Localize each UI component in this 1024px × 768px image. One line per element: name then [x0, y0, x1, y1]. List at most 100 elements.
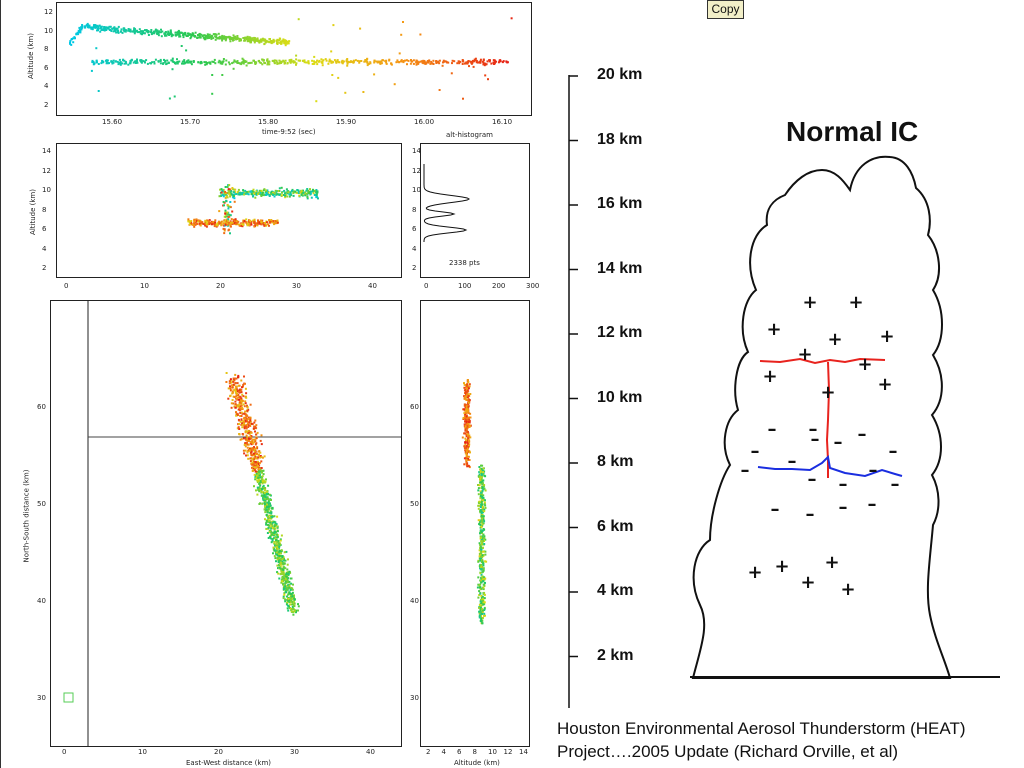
lightning-source-dot: [233, 405, 236, 408]
lightning-source-dot: [189, 33, 192, 36]
lightning-source-dot: [213, 223, 216, 226]
lightning-source-dot: [286, 598, 289, 601]
lightning-source-dot: [256, 493, 259, 496]
lightning-source-dot: [358, 60, 361, 63]
lightning-source-dot: [291, 587, 294, 590]
lightning-source-dot: [196, 222, 199, 225]
lightning-source-dot: [286, 192, 289, 195]
lightning-source-dot: [247, 62, 250, 65]
lightning-source-dot: [225, 214, 228, 217]
lightning-source-dot: [151, 32, 154, 35]
copy-button[interactable]: Copy: [707, 0, 744, 19]
lightning-source-dot: [464, 416, 466, 419]
lightning-source-dot: [278, 550, 281, 552]
lightning-source-dot: [255, 472, 258, 475]
lightning-source-dot: [271, 525, 274, 528]
lightning-source-dot: [476, 586, 479, 589]
lightning-source-dot: [273, 528, 276, 531]
lightning-source-dot: [480, 519, 483, 522]
lightning-source-dot: [270, 541, 273, 544]
lightning-source-dot: [237, 193, 240, 196]
lightning-source-dot: [465, 435, 468, 438]
lightning-source-dot: [72, 37, 75, 40]
lightning-source-dot: [69, 40, 72, 43]
lightning-source-dot: [234, 389, 237, 392]
lightning-source-dot: [262, 194, 265, 197]
lightning-source-dot: [262, 469, 265, 472]
lightning-source-dot: [121, 31, 124, 34]
negative-charge-sign: –: [768, 419, 777, 440]
lightning-source-dot: [315, 194, 318, 196]
lightning-source-dot: [481, 550, 484, 553]
x-tick-label: 10: [488, 748, 497, 756]
lightning-source-dot: [282, 38, 285, 41]
lightning-source-dot: [261, 488, 263, 491]
lightning-source-dot: [482, 540, 485, 542]
lightning-source-dot: [270, 516, 273, 519]
lightning-source-dot: [236, 60, 239, 62]
lightning-source-dot: [140, 32, 143, 35]
lightning-source-dot: [238, 408, 241, 411]
lightning-source-dot: [466, 442, 469, 445]
lightning-source-dot: [214, 33, 217, 36]
lightning-source-dot: [483, 593, 486, 596]
lightning-source-dot: [287, 593, 290, 596]
lightning-source-dot: [257, 478, 260, 481]
lightning-source-dot: [269, 536, 271, 538]
lightning-source-dot: [248, 61, 251, 64]
positive-charge-sign: +: [800, 572, 815, 593]
lightning-source-dot: [273, 223, 275, 226]
lightning-source-dot: [273, 520, 276, 523]
lightning-source-dot: [481, 619, 484, 622]
lightning-source-dot: [278, 543, 281, 546]
lightning-source-dot: [217, 37, 219, 40]
lightning-source-dot: [231, 399, 234, 401]
lightning-source-dot: [258, 482, 261, 485]
lightning-source-dot: [279, 565, 282, 568]
y-tick-label: 40: [410, 597, 419, 605]
lightning-source-dot: [481, 505, 484, 508]
lightning-source-dot: [302, 189, 304, 192]
lightning-source-dot: [134, 62, 137, 64]
lightning-source-dot: [223, 228, 226, 231]
lightning-source-dot: [483, 609, 486, 611]
red-vertical-channel: [825, 361, 831, 478]
lightning-source-dot: [227, 397, 230, 400]
lightning-source-dot: [276, 564, 279, 567]
lightning-source-dot: [243, 422, 246, 425]
lightning-source-dot: [222, 60, 225, 63]
lightning-source-dot: [167, 61, 170, 64]
lightning-source-dot: [258, 503, 261, 505]
lightning-source-dot: [267, 499, 270, 502]
lightning-source-dot: [478, 594, 481, 596]
lightning-source-dot: [400, 59, 403, 62]
lightning-source-dot: [238, 38, 241, 40]
lightning-source-dot: [283, 574, 286, 577]
lightning-source-dot: [272, 515, 275, 518]
lightning-source-dot: [242, 219, 245, 222]
lightning-source-dot: [479, 495, 482, 498]
ns-altitude-plot: [420, 300, 530, 747]
lightning-source-dot: [291, 188, 294, 191]
lightning-source-dot: [289, 571, 292, 574]
positive-charge-sign: +: [820, 382, 835, 403]
lightning-source-dot: [119, 61, 122, 63]
lightning-source-dot: [257, 60, 260, 63]
lightning-source-dot: [480, 568, 483, 571]
y-tick-label: 10: [42, 186, 51, 194]
lightning-source-dot: [243, 452, 246, 455]
positive-charge-sign: +: [797, 344, 812, 365]
lightning-source-dot: [263, 224, 266, 227]
lightning-source-dot: [220, 188, 223, 191]
lightning-source-dot: [267, 193, 270, 196]
lightning-source-dot: [479, 548, 482, 551]
lightning-source-dot: [265, 478, 267, 481]
lightning-source-dot: [266, 496, 269, 499]
lightning-source-dot: [273, 533, 276, 536]
lightning-source-dot: [269, 504, 272, 507]
lightning-source-dot: [481, 482, 484, 485]
lightning-source-dot: [242, 395, 245, 398]
lightning-source-dot: [229, 232, 231, 235]
lightning-source-dot: [284, 59, 287, 62]
lightning-source-dot: [270, 42, 273, 45]
